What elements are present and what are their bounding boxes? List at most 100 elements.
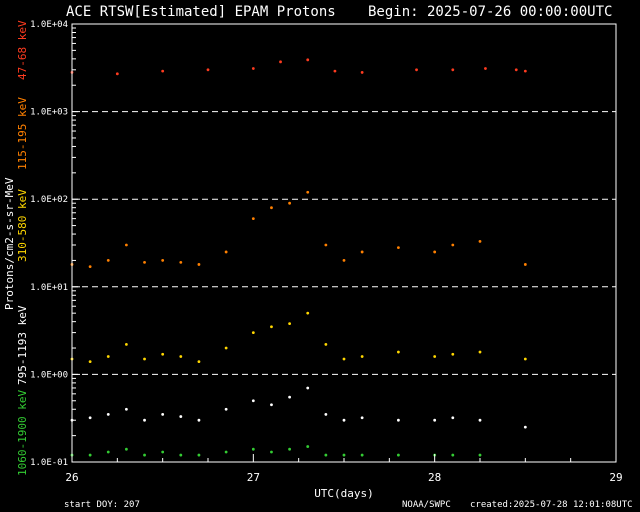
data-point bbox=[88, 416, 92, 420]
begin-time: Begin: 2025-07-26 00:00:00UTC bbox=[368, 4, 612, 20]
data-point bbox=[143, 453, 146, 457]
data-point bbox=[342, 418, 346, 422]
series-2 bbox=[70, 311, 527, 363]
grid-lines bbox=[72, 111, 616, 375]
data-point bbox=[161, 352, 165, 356]
data-point bbox=[106, 450, 110, 454]
data-point bbox=[397, 453, 400, 457]
series-3 bbox=[70, 386, 527, 429]
data-point bbox=[88, 453, 92, 457]
x-tick-label: 29 bbox=[609, 471, 622, 484]
data-point bbox=[161, 69, 165, 73]
data-point bbox=[360, 250, 364, 254]
x-tick-label: 27 bbox=[247, 471, 260, 484]
legend-label-2: 310-580 keV bbox=[16, 189, 29, 262]
x-tick-label: 28 bbox=[428, 471, 441, 484]
data-point bbox=[478, 453, 482, 457]
data-point bbox=[206, 68, 210, 72]
data-point bbox=[360, 416, 364, 420]
y-tick-label: 1.0E+04 bbox=[30, 20, 68, 30]
data-point bbox=[306, 190, 310, 194]
data-point bbox=[251, 399, 255, 403]
data-point bbox=[484, 67, 487, 70]
data-point bbox=[360, 71, 364, 74]
data-point bbox=[288, 447, 291, 451]
legend-label-3: 795-1193 keV bbox=[16, 305, 29, 385]
y-axis-labels: 47-68 keV 115-195 keV 310-580 keV 795-1193 … bbox=[3, 20, 29, 476]
series-0 bbox=[70, 58, 527, 76]
y-tick-label: 1.0E+00 bbox=[30, 370, 68, 380]
data-point bbox=[143, 418, 146, 422]
data-point bbox=[478, 239, 482, 243]
data-point bbox=[179, 453, 183, 457]
data-point bbox=[306, 445, 310, 448]
data-point bbox=[324, 343, 328, 346]
data-point bbox=[279, 60, 282, 64]
start-doy: start DOY: 207 bbox=[64, 500, 140, 510]
data-point bbox=[342, 259, 346, 262]
data-point bbox=[397, 418, 400, 422]
data-point bbox=[106, 259, 110, 262]
series-1 bbox=[70, 190, 527, 269]
y-axis: 1.0E-01 1.0E+00 1.0E+01 1.0E+02 1.0E+03 1.0E+… bbox=[30, 20, 80, 468]
data-point bbox=[251, 217, 255, 221]
x-axis: 26 27 28 29 bbox=[65, 454, 623, 484]
chart-title: ACE RTSW[Estimated] EPAM Protons bbox=[66, 4, 336, 20]
data-point bbox=[397, 246, 400, 250]
data-point bbox=[523, 69, 527, 73]
data-point bbox=[224, 407, 228, 411]
data-point bbox=[161, 412, 165, 416]
data-point bbox=[514, 68, 518, 72]
legend-label-4: 1060-1900 keV bbox=[16, 390, 29, 476]
data-point bbox=[415, 68, 418, 72]
y-axis-label: Protons/cm2-s-sr-MeV bbox=[3, 177, 16, 310]
data-point bbox=[161, 450, 165, 454]
data-point bbox=[306, 386, 310, 390]
data-point bbox=[360, 453, 364, 457]
data-point bbox=[306, 311, 310, 315]
data-point bbox=[270, 450, 273, 454]
data-point bbox=[433, 250, 437, 254]
data-point bbox=[433, 418, 437, 422]
data-point bbox=[342, 357, 346, 361]
data-point bbox=[88, 360, 92, 363]
y-tick-label: 1.0E-01 bbox=[30, 458, 68, 468]
data-point bbox=[224, 450, 228, 454]
data-point bbox=[106, 412, 110, 416]
agency-label: NOAA/SWPC bbox=[402, 500, 451, 510]
x-tick-label: 26 bbox=[65, 471, 78, 484]
data-point bbox=[125, 243, 128, 247]
data-point bbox=[251, 67, 255, 70]
data-point bbox=[324, 453, 328, 457]
data-point bbox=[224, 346, 228, 350]
data-point bbox=[270, 206, 273, 210]
legend-label-0: 47-68 keV bbox=[16, 20, 29, 80]
data-point bbox=[251, 331, 255, 335]
data-point bbox=[179, 415, 183, 418]
data-point bbox=[115, 72, 119, 76]
created-time: created:2025-07-28 12:01:08UTC bbox=[470, 500, 633, 510]
data-point bbox=[270, 325, 273, 329]
data-point bbox=[161, 259, 165, 262]
data-point bbox=[106, 355, 110, 358]
data-point bbox=[251, 447, 255, 451]
data-point bbox=[270, 403, 273, 407]
data-point bbox=[197, 418, 201, 422]
data-point bbox=[451, 352, 455, 356]
y-tick-label: 1.0E+02 bbox=[30, 195, 68, 205]
data-point bbox=[397, 350, 400, 354]
data-point bbox=[197, 263, 201, 266]
data-point bbox=[306, 58, 310, 62]
data-point bbox=[333, 69, 337, 73]
data-point bbox=[125, 407, 128, 411]
data-point bbox=[125, 343, 128, 346]
data-point bbox=[523, 263, 527, 266]
data-point bbox=[288, 395, 291, 399]
x-axis-label: UTC(days) bbox=[314, 487, 374, 500]
data-point bbox=[197, 360, 201, 363]
data-point bbox=[125, 447, 128, 451]
data-point bbox=[451, 68, 455, 72]
data-point bbox=[478, 418, 482, 422]
y-tick-label: 1.0E+03 bbox=[30, 108, 68, 118]
